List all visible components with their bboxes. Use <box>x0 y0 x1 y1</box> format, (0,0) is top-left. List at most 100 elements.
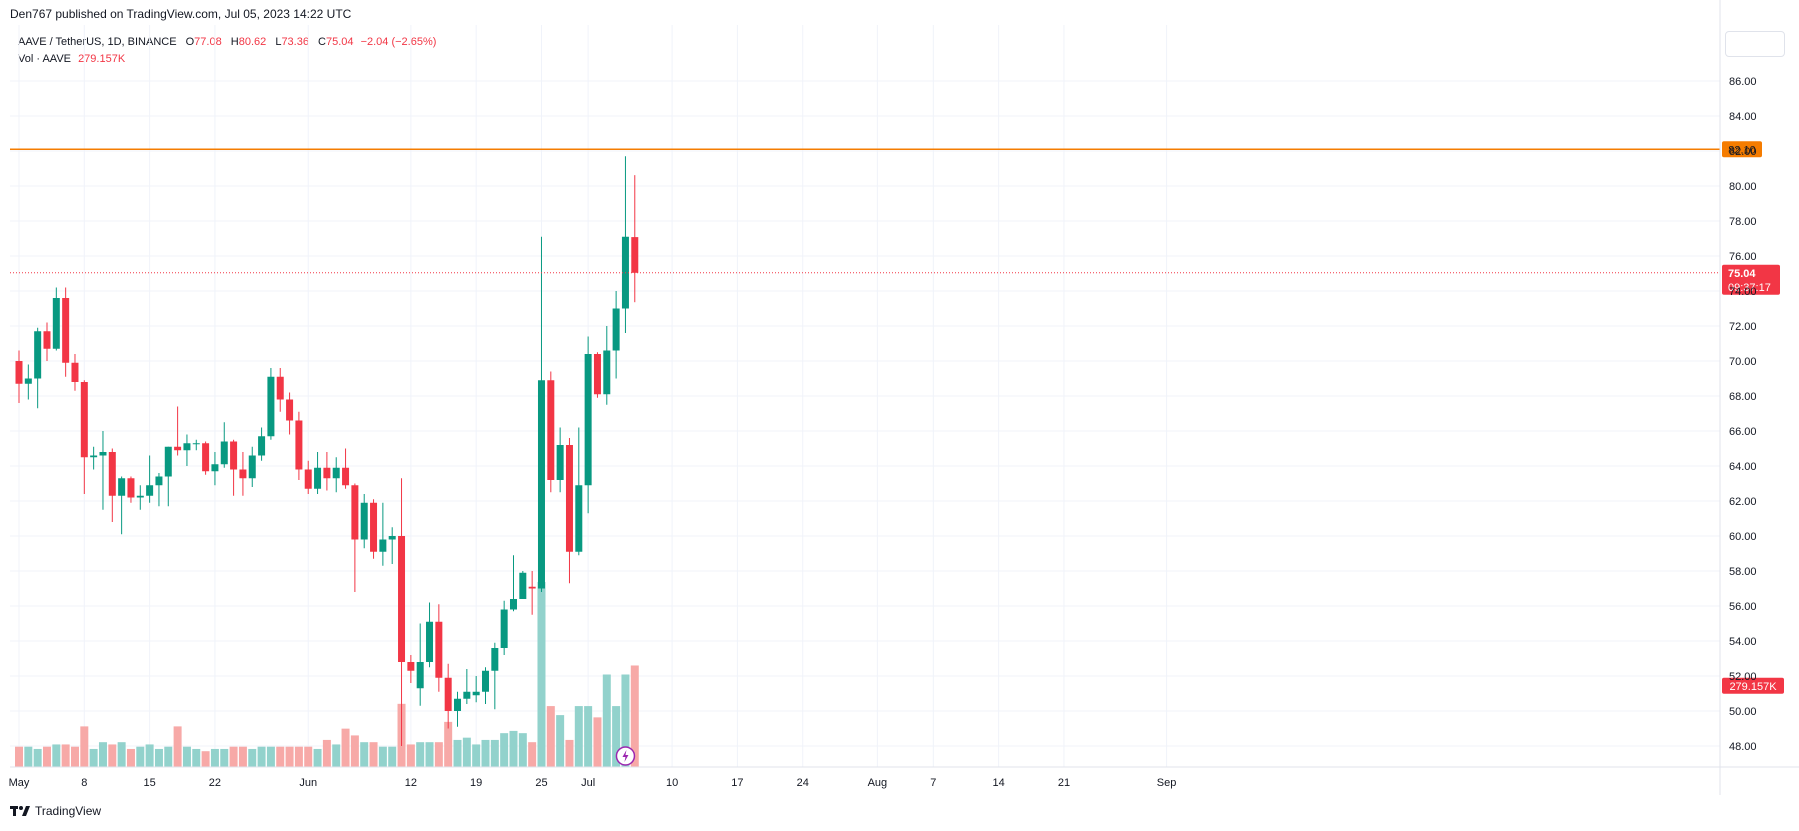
candle-body <box>136 495 144 498</box>
volume-bar <box>229 746 238 767</box>
volume-bar <box>509 730 518 767</box>
legend-volume-label: Vol · AAVE <box>18 53 71 65</box>
candle-body <box>127 478 135 498</box>
volume-bar <box>52 744 61 767</box>
volume-bar <box>453 739 462 767</box>
volume-bar <box>369 742 378 767</box>
x-tick-label: 12 <box>405 777 417 789</box>
candle-body <box>314 467 322 489</box>
candle-body <box>612 308 620 351</box>
candle-body <box>286 399 294 421</box>
candle-body <box>463 691 471 699</box>
y-tick-label: 80.00 <box>1729 181 1757 193</box>
volume-bar <box>80 726 89 767</box>
candle-body <box>99 452 107 456</box>
candle-body <box>276 376 284 400</box>
volume-bar <box>42 746 51 767</box>
y-tick-label: 72.00 <box>1729 321 1757 333</box>
candle-body <box>295 420 303 470</box>
volume-bar <box>602 674 611 767</box>
volume-bar <box>126 748 135 767</box>
volume-bar <box>360 742 369 767</box>
candle-body <box>482 670 489 692</box>
candle-body <box>603 350 611 395</box>
candle-body <box>370 502 378 552</box>
y-tick-label: 86.00 <box>1729 76 1757 88</box>
volume-bar <box>612 706 621 767</box>
legend-close-value: 75.04 <box>325 36 354 48</box>
candle-body <box>342 467 350 486</box>
candle-body <box>267 376 275 437</box>
volume-bar <box>173 726 182 767</box>
chart-settings-box[interactable] <box>1725 31 1785 57</box>
candle-body <box>80 382 88 458</box>
volume-bar <box>537 582 546 767</box>
legend-close-label: C <box>318 36 326 48</box>
volume-bar <box>500 733 509 767</box>
volume-bar <box>70 746 79 767</box>
volume-bar <box>322 739 331 767</box>
volume-bar <box>276 746 285 767</box>
volume-bar <box>304 746 313 767</box>
legend-change-value: −2.04 (−2.65%) <box>360 36 437 48</box>
candle-body <box>34 331 42 379</box>
volume-bar <box>630 665 639 767</box>
candle-body <box>407 662 415 671</box>
volume-bar <box>332 744 341 767</box>
x-tick-label: Jun <box>299 777 317 789</box>
volume-bar <box>490 739 499 767</box>
volume-bar <box>294 746 303 767</box>
candle-body <box>351 485 359 540</box>
candle-body <box>211 464 219 472</box>
candle-body <box>323 467 331 479</box>
candle-body <box>398 536 406 662</box>
y-tick-label: 70.00 <box>1729 356 1757 368</box>
volume-bar <box>248 748 257 767</box>
candle-body <box>593 354 601 395</box>
y-tick-label: 56.00 <box>1729 601 1757 613</box>
footer-brand: TradingView <box>10 804 101 818</box>
y-tick-label: 78.00 <box>1729 216 1757 228</box>
candle-body <box>230 441 238 470</box>
volume-bar <box>462 737 471 767</box>
volume-tag-label: 279.157K <box>1729 681 1777 693</box>
level-price-tag <box>1722 141 1762 158</box>
volume-bar <box>388 746 397 767</box>
volume-bar <box>257 746 266 767</box>
volume-bar <box>434 742 443 767</box>
candle-body <box>491 648 499 671</box>
candle-body <box>202 443 210 472</box>
candle-body <box>565 445 573 552</box>
volume-bar <box>416 742 425 767</box>
candle-body <box>332 467 340 479</box>
candle-body <box>90 455 98 458</box>
candle-body <box>379 539 387 552</box>
volume-bar <box>266 746 275 767</box>
x-tick-label: 25 <box>535 777 547 789</box>
volume-bar <box>182 746 191 767</box>
x-tick-label: 24 <box>797 777 809 789</box>
volume-bar <box>61 744 70 767</box>
y-tick-label: 48.00 <box>1729 741 1757 753</box>
volume-bar <box>201 751 210 767</box>
candle-body <box>454 698 462 711</box>
candle-body <box>472 691 480 696</box>
volume-bar <box>285 746 294 767</box>
published-caption: Den767 published on TradingView.com, Jul… <box>10 7 352 21</box>
candle-body <box>519 572 527 599</box>
volume-bar <box>145 744 154 767</box>
volume-bar <box>313 748 322 767</box>
volume-bar <box>584 706 593 767</box>
candle-body <box>220 441 228 465</box>
x-tick-label: 21 <box>1058 777 1070 789</box>
x-tick-label: 10 <box>666 777 678 789</box>
lightning-bolt-icon <box>622 750 629 762</box>
volume-bar <box>593 717 602 767</box>
legend-low-label: L <box>275 36 282 48</box>
candle-body <box>24 378 32 384</box>
volume-bar <box>574 706 583 767</box>
candle-body <box>435 621 443 678</box>
volume-bar <box>15 746 23 767</box>
legend-volume-value: 279.157K <box>78 53 126 65</box>
